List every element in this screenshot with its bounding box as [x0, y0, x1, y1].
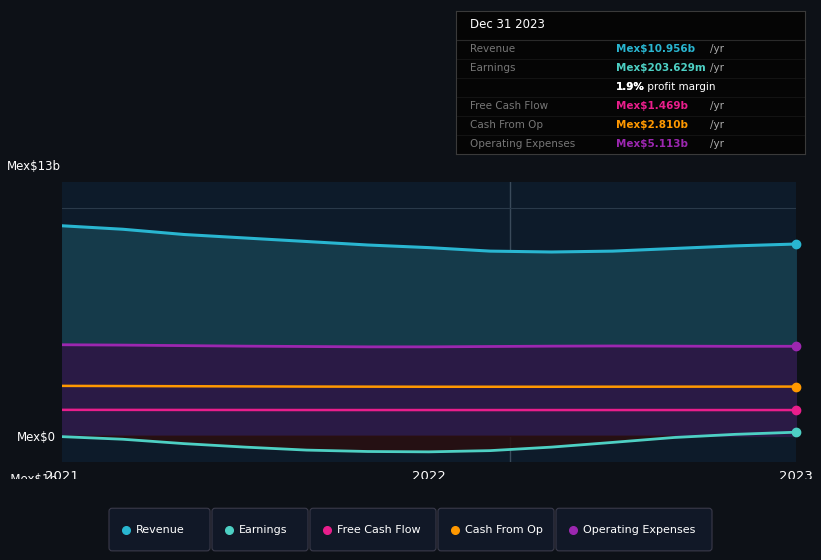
Text: Dec 31 2023: Dec 31 2023	[470, 18, 544, 31]
Text: Mex$5.113b: Mex$5.113b	[616, 139, 688, 150]
FancyBboxPatch shape	[310, 508, 436, 551]
Text: Mex$1.469b: Mex$1.469b	[616, 101, 688, 111]
Text: /yr: /yr	[710, 120, 724, 130]
Text: Mex$203.629m: Mex$203.629m	[616, 63, 706, 73]
Text: Cash From Op: Cash From Op	[465, 525, 543, 535]
Text: /yr: /yr	[710, 63, 724, 73]
Text: 1.9%: 1.9%	[616, 82, 645, 92]
Text: profit margin: profit margin	[644, 82, 716, 92]
Text: /yr: /yr	[710, 139, 724, 150]
Text: -Mex$1b: -Mex$1b	[7, 473, 57, 486]
FancyBboxPatch shape	[109, 508, 210, 551]
Text: 1.9%: 1.9%	[616, 82, 645, 92]
Text: Earnings: Earnings	[470, 63, 515, 73]
Text: Operating Expenses: Operating Expenses	[470, 139, 575, 150]
Text: Operating Expenses: Operating Expenses	[583, 525, 695, 535]
Text: Revenue: Revenue	[470, 44, 515, 54]
Text: Mex$10.956b: Mex$10.956b	[616, 44, 695, 54]
FancyBboxPatch shape	[438, 508, 554, 551]
Text: Earnings: Earnings	[239, 525, 287, 535]
Text: Revenue: Revenue	[136, 525, 185, 535]
Text: /yr: /yr	[710, 44, 724, 54]
Text: Free Cash Flow: Free Cash Flow	[470, 101, 548, 111]
Text: Cash From Op: Cash From Op	[470, 120, 543, 130]
Text: /yr: /yr	[710, 101, 724, 111]
Text: Mex$13b: Mex$13b	[7, 160, 61, 172]
FancyBboxPatch shape	[212, 508, 308, 551]
Text: Mex$2.810b: Mex$2.810b	[616, 120, 688, 130]
Text: Free Cash Flow: Free Cash Flow	[337, 525, 420, 535]
FancyBboxPatch shape	[556, 508, 712, 551]
